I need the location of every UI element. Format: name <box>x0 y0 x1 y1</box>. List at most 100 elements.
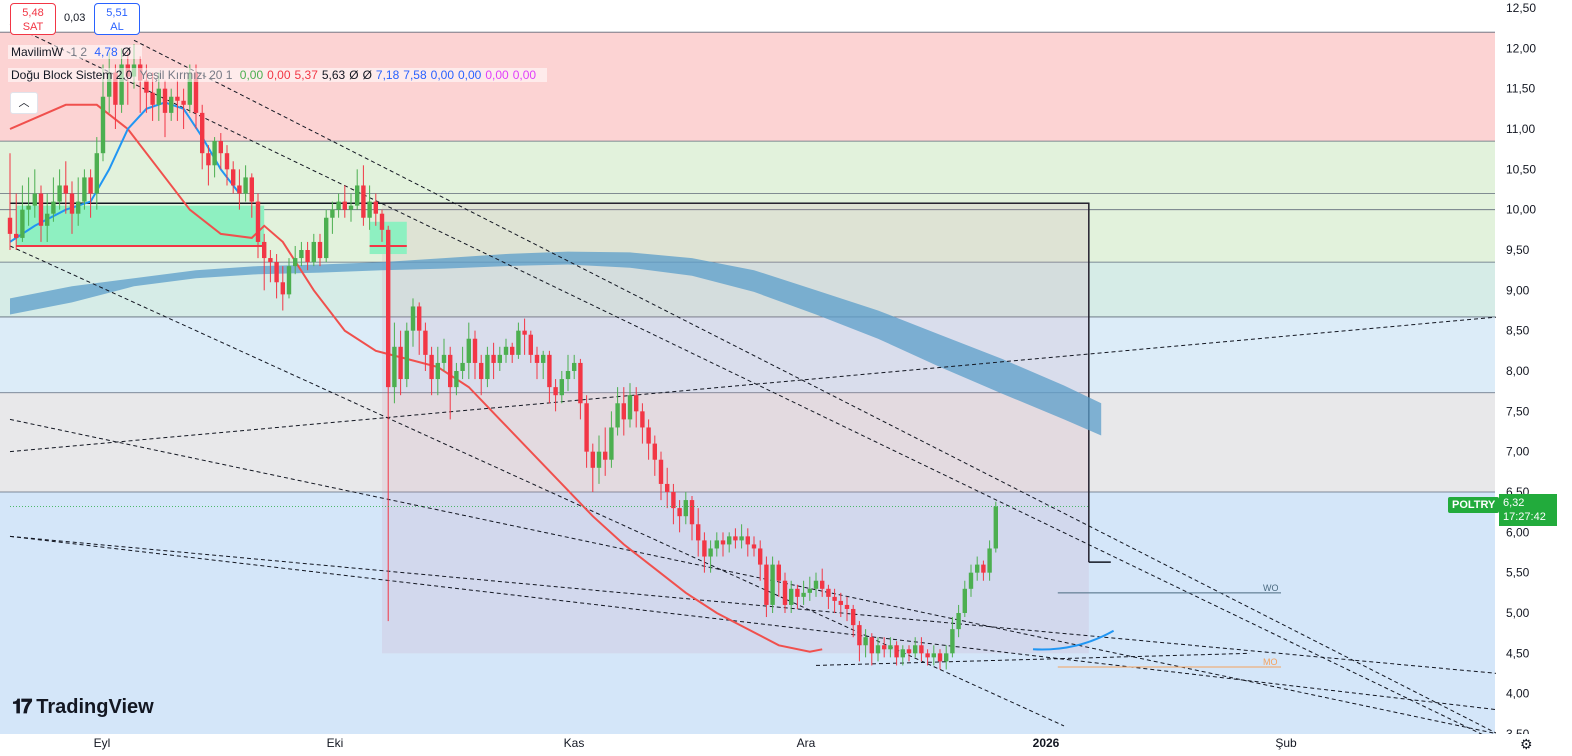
candle-body <box>751 544 757 549</box>
candle-body <box>243 177 248 194</box>
candle-body <box>454 371 459 388</box>
candle-body <box>7 217 13 234</box>
indicator-value: 7,18 <box>375 68 400 82</box>
y-tick-label: 7,00 <box>1506 445 1530 459</box>
candle-body <box>541 354 546 363</box>
moving-average-line <box>9 103 823 653</box>
candle-body <box>776 564 781 581</box>
candle-body <box>782 580 788 605</box>
trend-line <box>133 39 1499 735</box>
candle-body <box>448 354 453 388</box>
candle-body <box>479 362 484 380</box>
candle-body <box>851 608 856 626</box>
candle-body <box>255 201 261 242</box>
candle-body <box>634 395 639 412</box>
chevron-up-icon: ︿ <box>18 97 30 109</box>
candle-body <box>913 645 918 654</box>
candle-body <box>317 241 323 259</box>
candle-body <box>584 403 589 452</box>
buy-label: AL <box>110 21 124 33</box>
candle-body <box>565 371 571 380</box>
candle-body <box>677 508 682 517</box>
time-axis <box>0 734 1572 756</box>
trend-line <box>9 418 1499 735</box>
candle-body <box>472 338 478 363</box>
candle-body <box>702 540 707 557</box>
candle-body <box>844 604 850 609</box>
indicator-dogu-block[interactable]: Doğu Block Sistem 2.0 Yeşil Kırmızı 20 1… <box>8 68 548 82</box>
candle-body <box>423 330 428 355</box>
mavilim-line <box>1032 629 1115 651</box>
candle-body <box>100 96 106 154</box>
candle-body <box>94 153 99 194</box>
candle-body <box>361 185 366 218</box>
candle-body <box>683 500 688 517</box>
candle-body <box>727 536 732 545</box>
collapse-indicators-button[interactable]: ︿ <box>10 92 38 114</box>
candle-body <box>441 354 447 363</box>
candle-body <box>758 548 763 565</box>
y-tick-label: 11,50 <box>1506 82 1535 96</box>
candle-body <box>745 536 750 545</box>
candle-body <box>652 443 657 460</box>
y-tick-label: 12,50 <box>1506 1 1536 15</box>
candle-body <box>714 540 719 549</box>
y-tick-label: 5,00 <box>1506 606 1530 620</box>
candle-body <box>975 564 980 573</box>
candle-body <box>981 564 986 573</box>
indicator-value: 5,37 <box>294 68 318 82</box>
candle-body <box>510 346 515 355</box>
candle-body <box>379 213 385 230</box>
candle-body <box>200 112 205 154</box>
gear-icon[interactable]: ⚙ <box>1520 736 1533 752</box>
candle-body <box>491 354 496 363</box>
y-tick-label: 8,00 <box>1506 364 1530 378</box>
indicator-params: 1 2 <box>70 45 88 59</box>
candle-body <box>119 64 124 105</box>
candle-body <box>398 346 403 380</box>
last-price-tag: 6,32 17:27:42 <box>1499 494 1557 526</box>
candle-body <box>603 451 608 460</box>
candle-body <box>57 185 62 202</box>
y-tick-label: 10,50 <box>1506 162 1536 176</box>
candle-body <box>373 201 378 214</box>
bar-countdown: 17:27:42 <box>1503 511 1546 523</box>
indicator-value: 0,00 <box>430 68 454 82</box>
tradingview-logo[interactable]: 𝟏𝟕 TradingView <box>12 696 154 719</box>
candle-body <box>330 209 335 218</box>
indicator-value: Ø <box>121 45 132 59</box>
y-tick-label: 7,50 <box>1506 404 1530 418</box>
candle-body <box>193 72 199 113</box>
candle-body <box>522 330 527 335</box>
candle-body <box>268 258 273 263</box>
candle-body <box>45 213 50 226</box>
candle-body <box>789 588 794 605</box>
candle-body <box>516 330 521 355</box>
sell-button[interactable]: 5,48 SAT <box>10 3 56 35</box>
candle-body <box>156 88 161 105</box>
candle-body <box>410 306 416 331</box>
buy-button[interactable]: 5,51 AL <box>94 3 140 35</box>
indicator-name: Doğu Block Sistem 2.0 <box>11 68 133 82</box>
candle-body <box>20 209 25 238</box>
candle-body <box>280 282 285 295</box>
candle-body <box>906 649 912 654</box>
sell-price: 5,48 <box>22 7 44 19</box>
indicator-value: 0,00 <box>267 68 291 82</box>
y-tick-label: 11,00 <box>1506 122 1535 136</box>
candle-body <box>218 141 223 154</box>
candle-body <box>342 201 347 210</box>
candle-body <box>621 403 626 420</box>
candle-body <box>503 346 509 355</box>
indicator-mavilimw[interactable]: MavilimW 1 2 4,78 Ø <box>8 45 143 59</box>
candle-body <box>646 427 651 444</box>
x-tick-label: Kas <box>564 736 585 750</box>
candle-body <box>919 645 924 654</box>
candle-body <box>739 536 744 541</box>
candle-body <box>894 645 899 658</box>
indicator-value: 0,00 <box>512 68 537 82</box>
sell-label: SAT <box>22 21 44 33</box>
y-tick-label: 4,00 <box>1506 687 1530 701</box>
candle-body <box>795 588 800 597</box>
